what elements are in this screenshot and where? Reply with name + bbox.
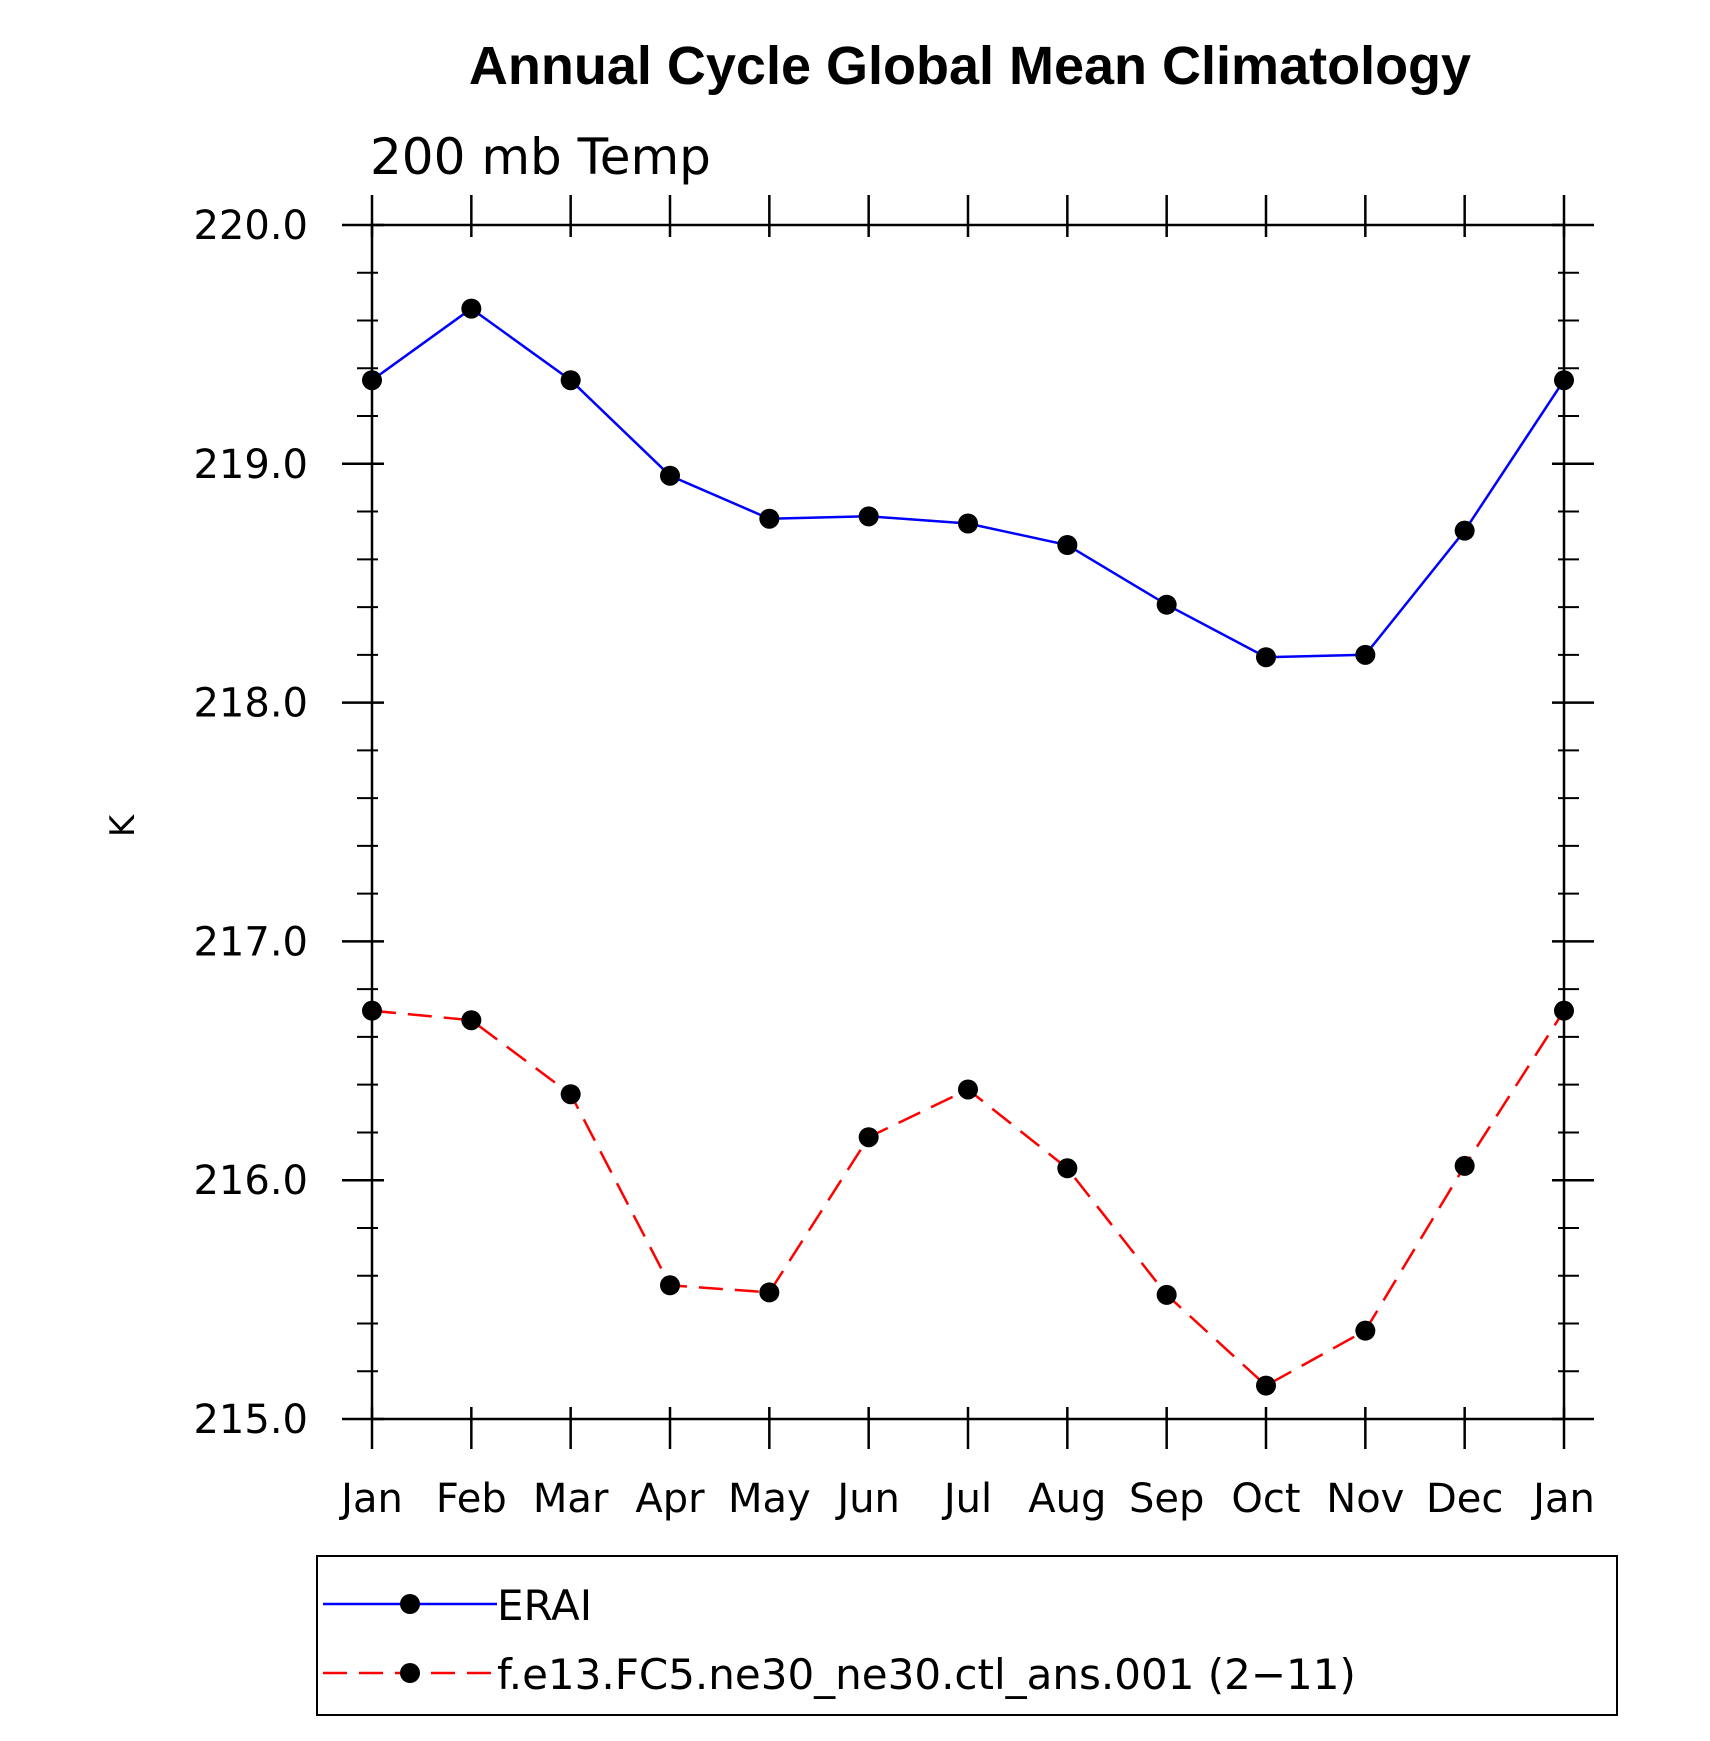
x-tick-label: Apr xyxy=(635,1476,705,1522)
axis-ticks xyxy=(342,195,1594,1449)
chart-subtitle: 200 mb Temp xyxy=(370,128,711,186)
chart-title: Annual Cycle Global Mean Climatology xyxy=(469,36,1471,96)
y-tick-label: 218.0 xyxy=(193,681,308,727)
data-point-0 xyxy=(660,465,680,486)
y-tick-label: 220.0 xyxy=(193,203,308,249)
data-point-0 xyxy=(1057,534,1078,555)
data-point-0 xyxy=(1156,594,1177,615)
x-tick-label: Jul xyxy=(941,1476,992,1522)
legend: ERAI f.e13.FC5.ne30_ne30.ctl_ans.001 (2−… xyxy=(316,1555,1618,1716)
data-point-1 xyxy=(660,1275,680,1296)
data-point-1 xyxy=(1156,1284,1177,1305)
data-point-1 xyxy=(1256,1375,1276,1396)
plot-frame xyxy=(370,223,1566,1421)
y-tick-label: 217.0 xyxy=(193,919,308,965)
legend-label-erai: ERAI xyxy=(497,1581,592,1630)
series-line-0 xyxy=(371,307,1566,659)
data-point-1 xyxy=(759,1282,780,1303)
y-tick-labels: 215.0 216.0 217.0 218.0 219.0 220.0 xyxy=(193,203,308,1443)
y-tick-label: 216.0 xyxy=(193,1158,308,1204)
series-layer xyxy=(362,298,1574,1396)
data-point-0 xyxy=(759,508,780,529)
x-tick-label: Jan xyxy=(1530,1476,1595,1522)
y-tick-label: 219.0 xyxy=(193,442,308,488)
x-tick-label: Sep xyxy=(1129,1476,1204,1522)
data-point-0 xyxy=(560,370,581,391)
x-tick-label: Jun xyxy=(834,1476,900,1522)
legend-marker-model xyxy=(400,1663,420,1683)
data-point-0 xyxy=(858,506,879,527)
y-tick-label: 215.0 xyxy=(193,1397,308,1443)
data-point-1 xyxy=(560,1084,581,1105)
x-tick-label: Jan xyxy=(338,1476,403,1522)
data-point-0 xyxy=(1256,647,1276,668)
data-point-1 xyxy=(858,1127,879,1148)
x-tick-label: Feb xyxy=(436,1476,507,1522)
data-point-0 xyxy=(461,298,482,319)
y-axis-label: K xyxy=(103,813,143,837)
legend-box xyxy=(316,1555,1618,1716)
data-point-0 xyxy=(1355,644,1376,665)
legend-marker-erai xyxy=(400,1594,420,1614)
legend-label-model: f.e13.FC5.ne30_ne30.ctl_ans.001 (2−11) xyxy=(497,1650,1356,1699)
data-point-1 xyxy=(1057,1158,1078,1179)
x-tick-label: Oct xyxy=(1231,1476,1300,1522)
x-tick-label: Dec xyxy=(1426,1476,1503,1522)
x-tick-label: Mar xyxy=(533,1476,609,1522)
data-point-1 xyxy=(1454,1155,1475,1176)
data-point-0 xyxy=(1454,520,1475,541)
data-point-1 xyxy=(958,1079,978,1100)
data-point-1 xyxy=(461,1010,482,1031)
series-line-1 xyxy=(371,1009,1566,1388)
x-tick-label: May xyxy=(728,1476,811,1522)
x-tick-label: Nov xyxy=(1326,1476,1404,1522)
x-tick-label: Aug xyxy=(1028,1476,1106,1522)
data-point-1 xyxy=(1355,1320,1376,1341)
x-tick-labels: Jan Feb Mar Apr May Jun Jul Aug Sep Oct Nov Dec Jan xyxy=(338,1476,1595,1522)
data-point-0 xyxy=(958,513,978,534)
